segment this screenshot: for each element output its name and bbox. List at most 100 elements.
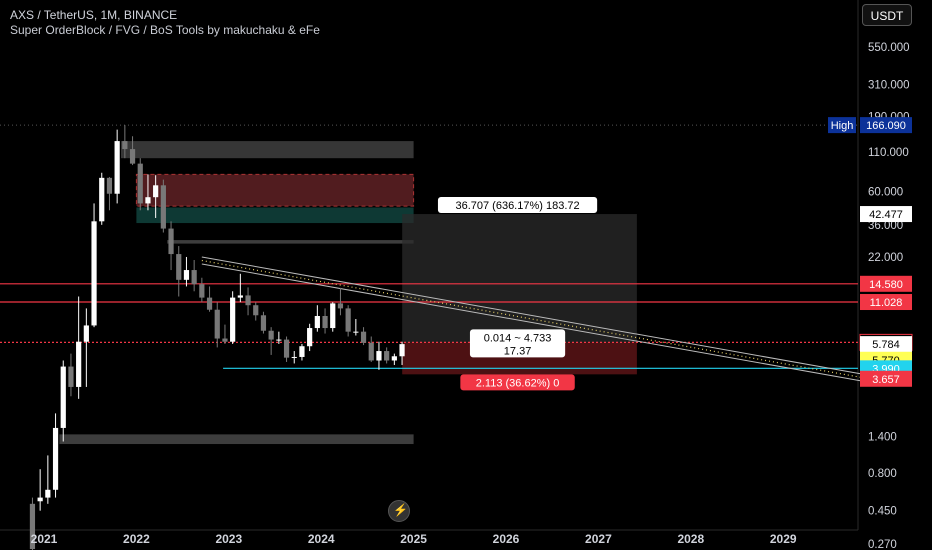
candle: [276, 331, 282, 344]
candle-body: [384, 351, 390, 361]
measure-stop-label: 2.113 (36.62%) 0: [460, 374, 575, 391]
x-tick-label: 2026: [493, 532, 520, 546]
candle: [52, 413, 59, 498]
candle-body: [206, 297, 213, 310]
candle: [291, 351, 297, 364]
price-tag-value: 5.784: [872, 339, 900, 351]
measure-target-label: 36.707 (636.17%) 183.72: [437, 197, 598, 214]
candle-body: [345, 308, 351, 332]
candle: [153, 175, 159, 218]
candle-body: [29, 503, 36, 550]
candle-body: [137, 163, 143, 204]
candle-body: [376, 351, 382, 361]
price-tag-bg: [860, 275, 912, 292]
price-tag-bg: [860, 294, 912, 311]
x-tick-label: 2029: [770, 532, 797, 546]
price-tag-value: 11.028: [870, 297, 903, 309]
candle: [330, 302, 336, 332]
candle-body: [114, 141, 120, 194]
candle-body: [68, 366, 74, 387]
candle-body: [291, 356, 297, 358]
chart-header: AXS / TetherUS, 1M, BINANCE Super OrderB…: [10, 8, 320, 38]
x-tick-label: 2025: [400, 532, 427, 546]
y-tick-label: 0.800: [868, 468, 897, 480]
candle-body: [183, 270, 190, 280]
candles: [29, 125, 405, 550]
price-tag-0: High 166.090: [828, 117, 912, 134]
price-tag-8: 3.657: [860, 370, 912, 387]
candle: [337, 287, 344, 316]
candle-body: [37, 497, 43, 502]
candle-body: [99, 177, 105, 222]
measure-stop-label-bg: [460, 374, 575, 391]
candle-body: [214, 309, 220, 339]
candle: [353, 319, 359, 336]
tradingview-logo-icon[interactable]: [388, 500, 410, 522]
candle: [260, 311, 267, 334]
candle-body: [253, 305, 259, 316]
candle: [114, 129, 120, 204]
candle: [183, 256, 190, 287]
candle: [45, 455, 51, 504]
candle: [145, 174, 151, 211]
candle-body: [276, 339, 282, 341]
candle-body: [283, 339, 290, 358]
candle: [245, 287, 251, 316]
candle: [268, 327, 274, 355]
price-tag-value: 42.477: [869, 209, 903, 221]
candle-body: [60, 366, 66, 428]
candle: [299, 343, 305, 361]
price-tag-bg: [860, 117, 912, 134]
candle-body: [199, 284, 205, 298]
measure-ratio-label-bg: [469, 329, 566, 358]
candle-body: [330, 303, 336, 329]
price-tag-3: 11.028: [860, 294, 912, 311]
order-block-1: [136, 174, 414, 207]
y-tick-label: 0.450: [868, 506, 897, 518]
order-block-2: [136, 207, 414, 224]
y-tick-label: 22.000: [868, 252, 903, 264]
candle-body: [76, 341, 82, 387]
measure-target-label-bg: [437, 197, 598, 214]
x-tick-label: 2024: [308, 532, 335, 546]
x-tick-label: 2027: [585, 532, 612, 546]
candle: [399, 341, 405, 365]
price-tag-bg: [860, 206, 912, 223]
candle-body: [45, 489, 51, 498]
candle-body: [129, 149, 136, 164]
y-tick-label: 550.000: [868, 42, 910, 54]
candle: [214, 302, 220, 348]
candle: [106, 176, 113, 211]
measure-target-zone: [402, 214, 637, 343]
candle-body: [391, 356, 397, 361]
candle: [83, 308, 89, 387]
measure-ratio-label-text: 0.014 ~ 4.733: [484, 332, 552, 344]
candle-body: [168, 228, 174, 255]
candle-body: [191, 270, 197, 285]
candle: [376, 341, 382, 370]
candle: [360, 327, 367, 346]
candle: [99, 172, 105, 225]
currency-button[interactable]: USDT: [862, 4, 912, 26]
symbol-title[interactable]: AXS / TetherUS, 1M, BINANCE: [10, 8, 178, 22]
candle: [199, 277, 205, 303]
candle: [37, 469, 43, 511]
measure-ratio-label-subtext: 17.37: [504, 345, 532, 357]
order-block-4: [59, 434, 414, 445]
candle-body: [245, 295, 251, 306]
candle-body: [314, 316, 320, 329]
y-axis-panel: [858, 0, 932, 550]
price-tag-bg: [860, 370, 912, 387]
candle-body: [83, 325, 89, 342]
candle: [322, 308, 328, 334]
measure-stop-label-text: 2.113 (36.62%) 0: [476, 377, 560, 389]
y-tick-label: 110.000: [868, 147, 909, 159]
measure-target-label-text: 36.707 (636.17%) 183.72: [455, 200, 579, 212]
candle: [222, 324, 228, 344]
indicator-title[interactable]: Super OrderBlock / FVG / BoS Tools by ma…: [10, 23, 320, 37]
candle: [253, 302, 259, 321]
candle: [160, 179, 166, 233]
trendline-center: [201, 259, 872, 380]
candle-body: [222, 338, 228, 342]
